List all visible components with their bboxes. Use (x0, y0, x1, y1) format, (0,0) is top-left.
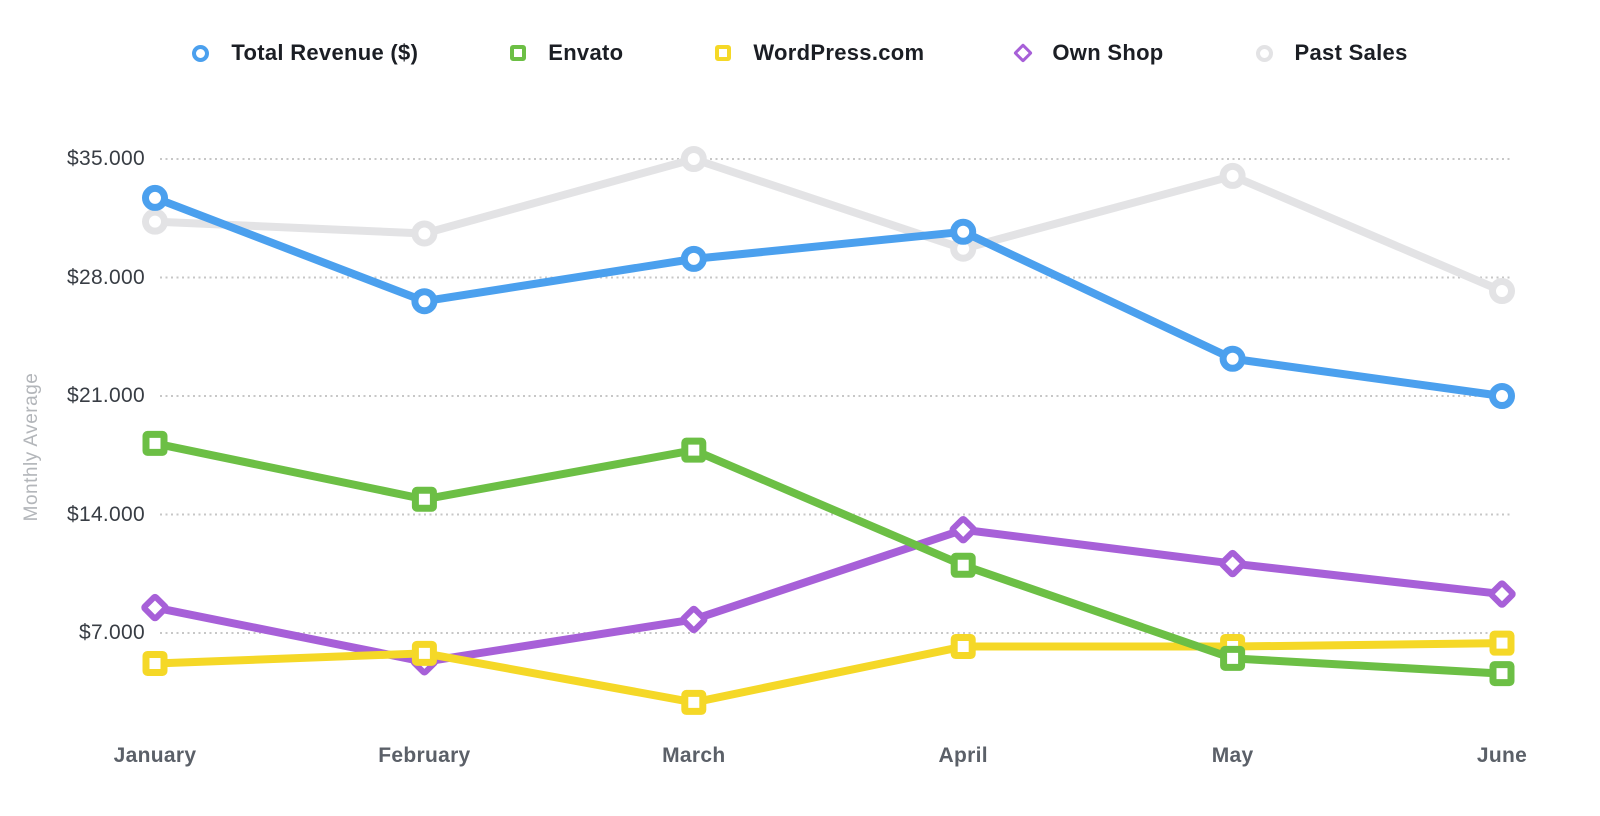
wordpress-square-icon (715, 45, 732, 61)
legend-item-wordpress[interactable]: WordPress.com (715, 40, 924, 66)
legend-item-envato[interactable]: Envato (510, 40, 623, 66)
y-tick-14000: $14.000 (66, 502, 145, 526)
chart-legend: Total Revenue ($) Envato WordPress.com O… (0, 40, 1600, 66)
x-tick-february: February (378, 744, 471, 767)
total-revenue-circle-icon (192, 44, 210, 62)
y-tick-35000: $35.000 (66, 147, 145, 170)
legend-label: Total Revenue ($) (231, 40, 419, 65)
x-tick-april: April (938, 744, 988, 767)
y-tick-21000: $21.000 (66, 384, 145, 407)
x-tick-june: June (1476, 744, 1528, 767)
legend-label: Envato (548, 40, 624, 65)
legend-item-own-shop[interactable]: Own Shop (1013, 40, 1164, 66)
y-tick-28000: $28.000 (66, 265, 145, 289)
past-sales-circle-icon (1255, 44, 1273, 62)
legend-item-total-revenue[interactable]: Total Revenue ($) (192, 40, 418, 66)
legend-label: WordPress.com (753, 40, 925, 65)
legend-item-past-sales[interactable]: Past Sales (1255, 40, 1408, 66)
legend-label: Past Sales (1294, 40, 1408, 65)
envato-square-icon (510, 45, 527, 61)
x-tick-march: March (662, 744, 726, 767)
x-tick-may: May (1211, 744, 1254, 767)
y-tick-7000: $7.000 (78, 621, 145, 644)
x-tick-january: January (113, 744, 197, 767)
legend-label: Own Shop (1052, 40, 1164, 65)
